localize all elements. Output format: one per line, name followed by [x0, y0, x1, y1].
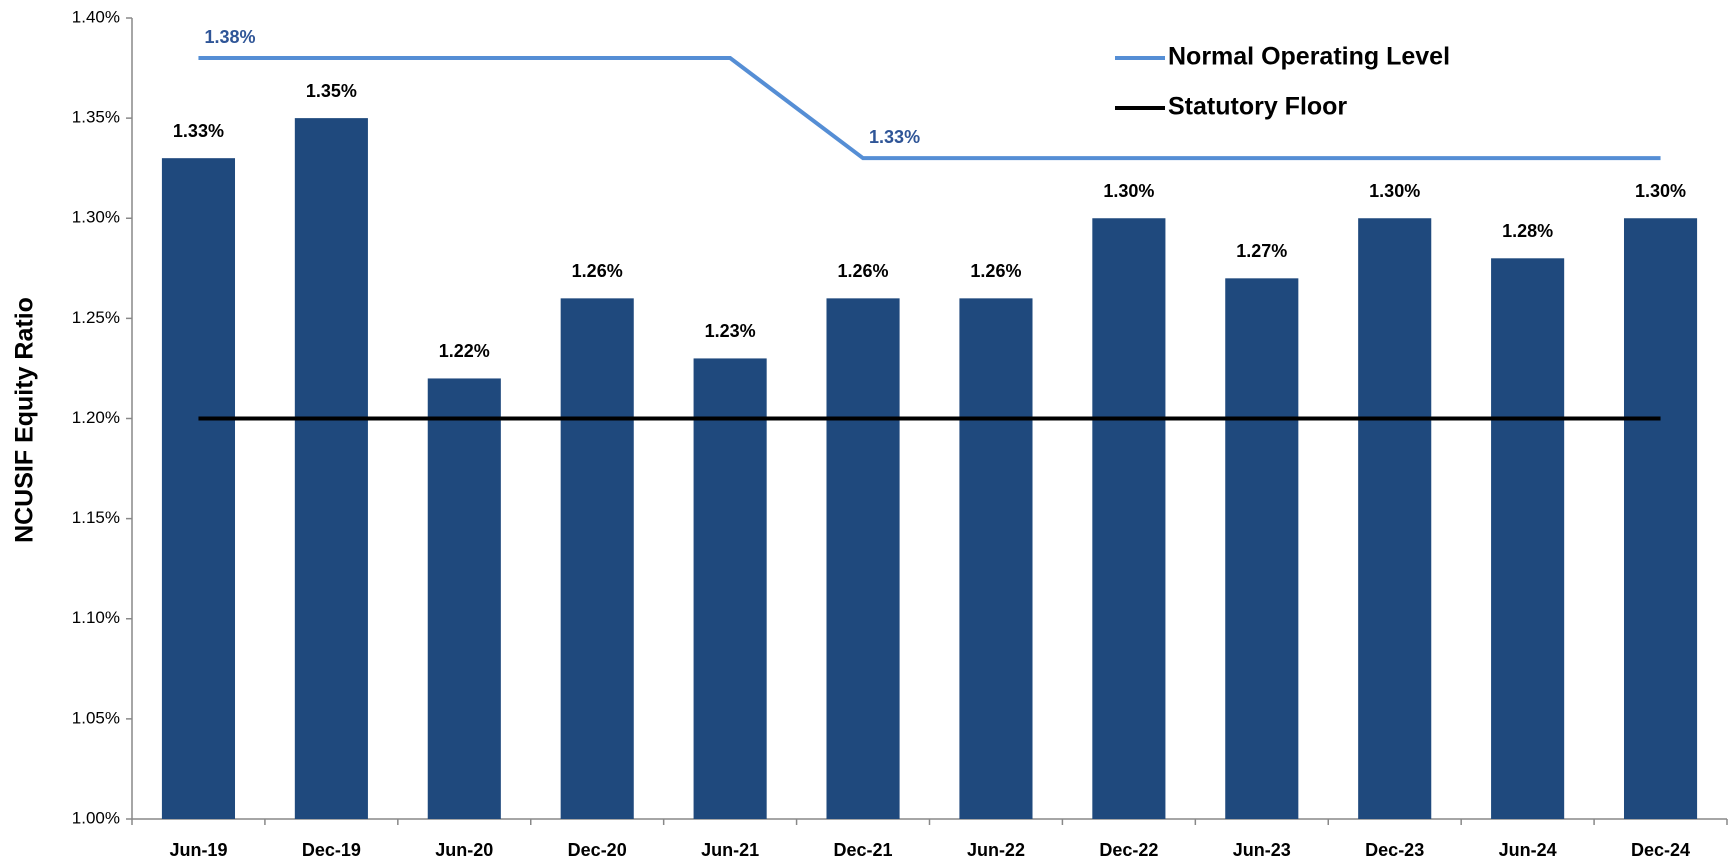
x-tick-label: Jun-24	[1499, 840, 1557, 860]
data-label: 1.30%	[1369, 181, 1420, 201]
x-tick-label: Jun-22	[967, 840, 1025, 860]
bar	[959, 298, 1033, 820]
x-tick-label: Dec-22	[1099, 840, 1158, 860]
x-tick-label: Jun-23	[1233, 840, 1291, 860]
data-label: 1.33%	[869, 127, 920, 147]
x-tick-label: Dec-21	[834, 840, 893, 860]
data-label: 1.26%	[838, 261, 889, 281]
bar	[1491, 258, 1565, 819]
data-label: 1.35%	[306, 81, 357, 101]
bar	[560, 298, 634, 820]
data-label: 1.22%	[439, 341, 490, 361]
bar	[294, 118, 368, 819]
y-tick-label: 1.25%	[72, 308, 120, 327]
y-tick-label: 1.15%	[72, 508, 120, 527]
bar	[826, 298, 900, 820]
bar	[1092, 218, 1166, 819]
data-label: 1.30%	[1635, 181, 1686, 201]
data-label: 1.27%	[1236, 241, 1287, 261]
y-tick-label: 1.10%	[72, 608, 120, 627]
data-label: 1.33%	[173, 121, 224, 141]
y-tick-label: 1.35%	[72, 108, 120, 127]
bar	[161, 158, 236, 820]
y-tick-label: 1.40%	[72, 7, 120, 26]
x-tick-label: Jun-20	[435, 840, 493, 860]
y-tick-label: 1.30%	[72, 208, 120, 227]
data-label: 1.26%	[970, 261, 1021, 281]
legend-label: Statutory Floor	[1168, 93, 1347, 121]
data-label: 1.23%	[705, 321, 756, 341]
y-tick-label: 1.20%	[72, 408, 120, 427]
x-tick-label: Dec-19	[302, 840, 361, 860]
data-label: 1.26%	[572, 261, 623, 281]
y-axis-title: NCUSIF Equity Ratio	[11, 297, 39, 543]
x-tick-label: Dec-20	[568, 840, 627, 860]
legend-label: Normal Operating Level	[1168, 43, 1450, 71]
bar	[1623, 218, 1698, 819]
line	[198, 56, 1661, 161]
x-tick-label: Dec-23	[1365, 840, 1424, 860]
x-tick-label: Jun-19	[169, 840, 227, 860]
data-label: 1.30%	[1103, 181, 1154, 201]
x-tick-label: Dec-24	[1631, 840, 1690, 860]
data-label: 1.28%	[1502, 221, 1553, 241]
bar	[1358, 218, 1432, 819]
bar	[427, 378, 501, 819]
bar	[693, 358, 767, 819]
data-label: 1.38%	[204, 27, 255, 47]
x-tick-label: Jun-21	[701, 840, 759, 860]
y-tick-label: 1.00%	[72, 808, 120, 827]
y-tick-label: 1.05%	[72, 708, 120, 727]
bar	[1225, 278, 1299, 819]
